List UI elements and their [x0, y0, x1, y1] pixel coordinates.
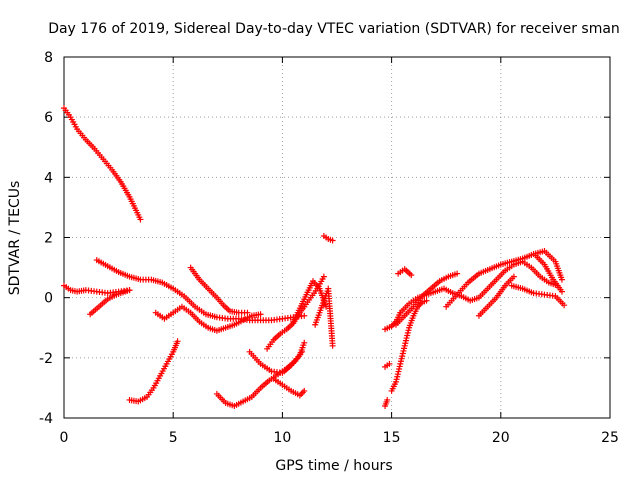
y-axis-label: SDTVAR / TECUs [7, 181, 23, 296]
y-tick-label: 8 [44, 50, 53, 66]
data-points [61, 105, 568, 409]
grid-lines [64, 57, 610, 418]
data-point [126, 287, 133, 294]
data-point [244, 309, 251, 316]
x-axis-label: GPS time / hours [275, 458, 392, 474]
data-point [386, 360, 393, 367]
x-tick-label: 15 [383, 430, 401, 446]
data-point [510, 273, 517, 280]
data-point [320, 273, 327, 280]
x-tick-label: 10 [273, 430, 291, 446]
chart-title: Day 176 of 2019, Sidereal Day-to-day VTE… [48, 21, 620, 37]
axis-ticks: 0 5 10 15 20 25 -4 -2 0 2 4 6 8 [39, 50, 619, 446]
data-point [301, 312, 308, 319]
x-tick-label: 5 [169, 430, 178, 446]
data-point [329, 237, 336, 244]
data-point [137, 216, 144, 223]
y-tick-label: 2 [44, 231, 53, 247]
data-point [384, 396, 391, 403]
x-tick-label: 25 [601, 430, 619, 446]
data-point [408, 272, 415, 279]
x-tick-label: 20 [492, 430, 510, 446]
data-point [329, 342, 336, 349]
data-point [323, 303, 330, 310]
data-point [561, 302, 568, 309]
data-point [257, 311, 264, 318]
data-point [558, 276, 565, 283]
data-point [558, 288, 565, 295]
y-tick-label: 0 [44, 291, 53, 307]
data-point [301, 339, 308, 346]
y-tick-label: -2 [39, 351, 53, 367]
data-point [174, 338, 181, 345]
x-tick-label: 0 [60, 430, 69, 446]
y-tick-label: 6 [44, 110, 53, 126]
data-point [454, 270, 461, 277]
data-point [423, 297, 430, 304]
data-point [301, 387, 308, 394]
y-tick-label: -4 [39, 411, 53, 427]
y-tick-label: 4 [44, 170, 53, 186]
